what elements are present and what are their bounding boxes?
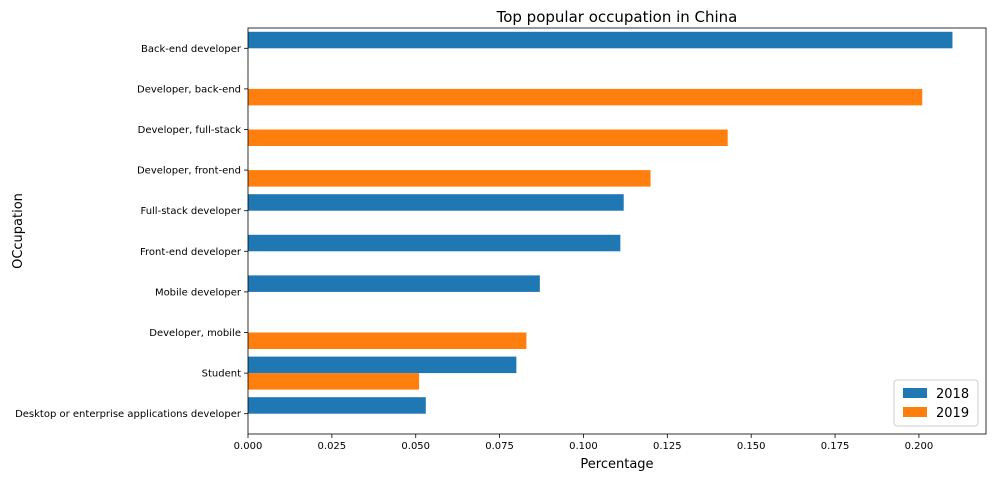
bar-2018-5 <box>248 234 621 252</box>
y-category-label: Mobile developer <box>155 287 242 298</box>
bar-2018-4 <box>248 194 624 211</box>
x-tick-label: 0.075 <box>485 441 514 452</box>
chart-title: Top popular occupation in China <box>496 8 738 26</box>
x-tick-label: 0.100 <box>569 441 598 452</box>
bar-2018-8 <box>248 356 517 374</box>
x-tick-label: 0.050 <box>401 441 430 452</box>
bar-2018-0 <box>248 31 953 49</box>
y-axis-title: OCcupation <box>11 193 26 269</box>
legend-label-2019: 2019 <box>936 406 969 421</box>
y-category-label: Front-end developer <box>140 247 242 258</box>
y-axis: Back-end developer Developer, back-end Dev… <box>15 44 248 420</box>
bar-2018-6 <box>248 275 540 292</box>
y-category-label: Full-stack developer <box>140 206 241 217</box>
y-category-label: Back-end developer <box>141 44 242 55</box>
bar-2018-9 <box>248 397 426 414</box>
legend: 2018 2019 <box>893 379 979 427</box>
bar-2019-8 <box>248 373 420 390</box>
bars-layer <box>248 31 953 414</box>
bar-2019-7 <box>248 332 527 349</box>
x-tick-label: 0.150 <box>737 441 766 452</box>
x-tick-label: 0.175 <box>821 441 850 452</box>
y-category-label: Student <box>202 369 241 380</box>
x-tick-label: 0.125 <box>653 441 682 452</box>
x-tick-label: 0.200 <box>905 441 934 452</box>
y-category-label: Desktop or enterprise applications devel… <box>15 409 242 420</box>
bar-2019-2 <box>248 129 728 146</box>
y-category-label: Developer, mobile <box>149 328 241 339</box>
legend-label-2018: 2018 <box>936 387 969 402</box>
x-axis: 0.000 0.025 0.050 0.075 0.100 0.125 0.150 0.175… <box>234 434 934 452</box>
legend-swatch-2019 <box>903 407 927 417</box>
y-category-label: Developer, front-end <box>137 166 241 177</box>
x-tick-label: 0.025 <box>318 441 347 452</box>
bar-2019-3 <box>248 170 651 187</box>
legend-swatch-2018 <box>903 388 927 398</box>
plot-frame <box>247 27 987 435</box>
y-category-label: Developer, back-end <box>137 84 241 95</box>
bar-2019-1 <box>248 88 923 106</box>
x-axis-title: Percentage <box>580 457 653 472</box>
y-category-label: Developer, full-stack <box>138 125 242 136</box>
x-tick-label: 0.000 <box>234 441 263 452</box>
